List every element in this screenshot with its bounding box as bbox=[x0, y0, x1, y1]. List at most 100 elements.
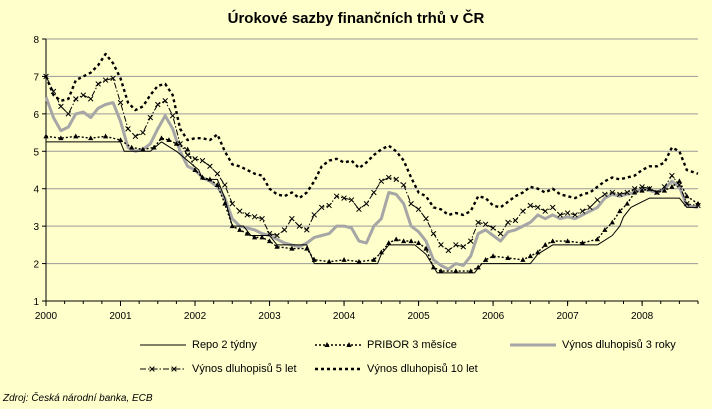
series-point bbox=[475, 264, 481, 270]
series-point bbox=[386, 174, 392, 181]
series-point bbox=[140, 146, 146, 152]
series-point bbox=[400, 182, 407, 188]
series-point bbox=[438, 268, 444, 274]
series-layer bbox=[43, 52, 701, 274]
series-point bbox=[669, 172, 675, 179]
series-point bbox=[58, 103, 64, 110]
series-point bbox=[565, 238, 571, 244]
legend-item: Výnos dluhopisů 5 let bbox=[140, 363, 297, 375]
series-point bbox=[348, 197, 355, 203]
series-point bbox=[132, 133, 139, 140]
series-point bbox=[214, 170, 221, 177]
series-point bbox=[169, 112, 176, 119]
series-point bbox=[151, 144, 157, 150]
series-point bbox=[535, 204, 541, 211]
series-point bbox=[73, 96, 79, 102]
series-point bbox=[177, 141, 183, 147]
source-note: Zdroj: Česká národní banka, ECB bbox=[3, 393, 153, 404]
series-point bbox=[624, 189, 630, 196]
series-point bbox=[430, 264, 437, 270]
x-tick-label: 2001 bbox=[109, 311, 132, 322]
series-point bbox=[445, 247, 452, 254]
series-point bbox=[155, 101, 161, 108]
series-point bbox=[371, 257, 377, 262]
series-point bbox=[326, 258, 332, 264]
series-point bbox=[572, 212, 578, 218]
series-point bbox=[43, 133, 49, 139]
series-point bbox=[520, 208, 526, 214]
series-point bbox=[609, 189, 616, 196]
series-point bbox=[564, 210, 571, 216]
series-point bbox=[192, 156, 198, 162]
series-point bbox=[594, 236, 601, 242]
series-point bbox=[453, 268, 459, 274]
series-point bbox=[408, 200, 414, 207]
series-point bbox=[467, 238, 474, 244]
series-point bbox=[222, 182, 228, 188]
legend-item: Výnos dluhopisů 10 let bbox=[315, 363, 478, 375]
series-point bbox=[371, 189, 377, 196]
series-point bbox=[289, 215, 295, 222]
legend-item: Repo 2 týdny bbox=[140, 339, 257, 351]
legend: Repo 2 týdny PRIBOR 3 měsíce Výnos dluhopi… bbox=[0, 335, 712, 385]
y-tick-label: 3 bbox=[33, 222, 39, 233]
series-point bbox=[661, 187, 668, 193]
series-point bbox=[207, 163, 213, 170]
series-point bbox=[289, 245, 295, 251]
legend-label: Výnos dluhopisů 5 let bbox=[192, 363, 297, 375]
series-point bbox=[639, 184, 645, 190]
series-point bbox=[490, 225, 496, 231]
series-point bbox=[129, 144, 135, 150]
series-point bbox=[602, 227, 608, 232]
x-tick-label: 2004 bbox=[333, 311, 356, 322]
series-point bbox=[505, 219, 511, 226]
legend-item: PRIBOR 3 měsíce bbox=[315, 339, 457, 351]
series-point bbox=[184, 152, 191, 158]
legend-swatch bbox=[315, 342, 361, 347]
series-point bbox=[661, 184, 668, 190]
series-point bbox=[252, 234, 258, 240]
series-point bbox=[341, 195, 347, 201]
series-point bbox=[147, 114, 154, 121]
series-point bbox=[639, 187, 645, 193]
series-point bbox=[229, 200, 236, 207]
series-point bbox=[229, 223, 235, 229]
series-point bbox=[453, 242, 459, 248]
series-point bbox=[363, 200, 370, 207]
x-tick-label: 2005 bbox=[407, 311, 430, 322]
x-tick-label: 2000 bbox=[35, 311, 58, 322]
series-point bbox=[423, 245, 429, 251]
series-point bbox=[222, 200, 228, 206]
series-point bbox=[609, 219, 615, 225]
series-point bbox=[393, 236, 399, 242]
series-point bbox=[602, 191, 608, 198]
series-point bbox=[266, 238, 273, 244]
series-point bbox=[251, 214, 258, 220]
series-point bbox=[140, 129, 146, 136]
x-tick-label: 2008 bbox=[631, 311, 654, 322]
series-point bbox=[304, 227, 310, 233]
tick-layer: 1 2 3 4 5 6 7 8 2000 2001 2002 2003 2004 2005 2006 2007… bbox=[33, 35, 653, 322]
series-point bbox=[676, 182, 683, 188]
legend-swatch bbox=[140, 366, 186, 372]
series-point bbox=[401, 238, 407, 244]
series-point bbox=[594, 197, 601, 203]
series-point bbox=[695, 202, 701, 209]
series-point bbox=[87, 96, 94, 102]
series-point bbox=[110, 75, 116, 82]
series-point bbox=[281, 227, 288, 233]
series-point bbox=[632, 189, 638, 195]
legend-swatch bbox=[140, 344, 186, 346]
x-tick-label: 2006 bbox=[482, 311, 505, 322]
series-point bbox=[356, 206, 362, 213]
series-point bbox=[378, 178, 385, 184]
series-point bbox=[482, 221, 489, 228]
series-point bbox=[95, 81, 101, 87]
series-point bbox=[684, 193, 690, 199]
axis-layer bbox=[42, 38, 699, 306]
series-point bbox=[296, 223, 303, 229]
series-point bbox=[676, 178, 682, 184]
series-point bbox=[166, 137, 172, 143]
series-point bbox=[460, 243, 467, 250]
series-point bbox=[117, 99, 124, 106]
